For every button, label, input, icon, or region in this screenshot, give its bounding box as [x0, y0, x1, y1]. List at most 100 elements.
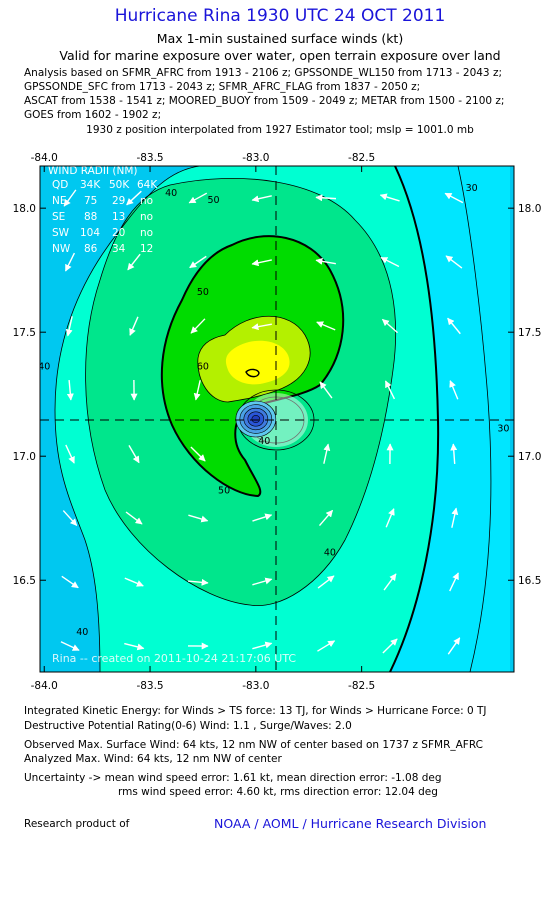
- axis-ticks: -84.0 -84.0 -83.5 -83.5 -83.0 -83.0 -82.5 -82.5…: [13, 152, 542, 692]
- wind-radii-row: NW 86 34 12: [52, 243, 153, 255]
- uncertainty-mean-text: Uncertainty -> mean wind speed error: 1.…: [24, 772, 442, 784]
- contour-line-60-inner: [197, 316, 311, 403]
- analysis-line: GPSSONDE_SFC from 1713 - 2043 z; SFMR_AF…: [24, 81, 421, 93]
- wind-vector: [63, 189, 77, 207]
- contour-label: 60: [197, 361, 209, 372]
- y-tick-label-right: 17.5: [518, 327, 541, 339]
- wind-vector: [449, 380, 459, 400]
- x-tick-label-top: -83.0: [242, 152, 269, 164]
- y-tick-label-right: 18.0: [518, 203, 541, 215]
- wind-vector: [444, 192, 464, 204]
- observed-max-text: Observed Max. Surface Wind: 64 kts, 12 n…: [24, 739, 483, 751]
- wind-radii-cell: 29: [112, 195, 125, 207]
- wind-vector: [60, 641, 80, 651]
- contour-label: 40: [38, 361, 50, 372]
- contour-label: 50: [197, 287, 209, 298]
- wind-vector: [193, 380, 201, 401]
- wind-vector: [318, 509, 334, 527]
- contour-line-50: [85, 178, 397, 607]
- contour-labels: 40 50 40 50 60 40 50 40 40 30 30: [38, 183, 509, 638]
- wind-vector: [124, 642, 145, 651]
- x-tick-label-top: -83.5: [136, 152, 163, 164]
- wind-vector: [125, 511, 143, 525]
- wind-vector: [129, 316, 139, 336]
- wind-radii-row: SW 104 20 no: [52, 227, 153, 239]
- x-tick-label-bottom: -84.0: [31, 680, 58, 692]
- wind-vector: [382, 638, 398, 654]
- y-tick-label-left: 18.0: [13, 203, 36, 215]
- wind-vector: [451, 507, 459, 528]
- analysis-sources: Analysis based on SFMR_AFRC from 1913 - …: [24, 66, 554, 122]
- wind-vector: [128, 444, 140, 464]
- analysis-line: Analysis based on SFMR_AFRC from 1913 - …: [24, 67, 502, 79]
- wind-radii-header-cell: 50K: [109, 179, 130, 191]
- wind-vector: [381, 318, 398, 334]
- wind-vector: [315, 257, 336, 265]
- chart-credit: Rina -- created on 2011-10-24 21:17:06 U…: [52, 652, 296, 665]
- analysis-line: GOES from 1602 - 1902 z;: [24, 109, 162, 121]
- wind-radii-header-cell: 34K: [80, 179, 101, 191]
- wind-vector: [251, 195, 272, 203]
- wind-vector: [127, 253, 141, 271]
- wind-radii-cell: no: [140, 195, 153, 207]
- wind-vector: [383, 573, 397, 591]
- wind-radii-row: NE 75 29 no: [52, 195, 153, 207]
- contour-line-40: [54, 166, 201, 672]
- contour-label: 40: [324, 547, 336, 558]
- wind-radii-cell: SW: [52, 227, 70, 239]
- research-product-text: Research product of: [24, 818, 130, 830]
- wind-vector: [316, 321, 336, 331]
- wind-radii-cell: 88: [84, 211, 97, 223]
- wind-vector: [61, 575, 79, 589]
- subtitle-exposure: Valid for marine exposure over water, op…: [59, 48, 501, 63]
- wind-radii-cell: 86: [84, 243, 98, 255]
- wind-radii-cell: no: [140, 227, 153, 239]
- position-note: 1930 z position interpolated from 1927 E…: [86, 124, 474, 136]
- wind-vector: [252, 513, 273, 522]
- wind-vector: [317, 640, 336, 652]
- wind-vector: [447, 317, 461, 335]
- contour-line-64: [245, 368, 260, 378]
- wind-radii-row: SE 88 13 no: [52, 211, 153, 223]
- analyzed-max-text: Analyzed Max. Wind: 64 kts, 12 nm NW of …: [24, 753, 282, 765]
- wind-radii-cell: 34: [112, 243, 126, 255]
- y-tick-label-left: 17.0: [13, 451, 36, 463]
- wind-vector: [252, 641, 273, 650]
- wind-vector: [379, 193, 400, 202]
- y-tick-label-left: 17.5: [13, 327, 36, 339]
- wind-radii-header-cell: QD: [52, 179, 68, 191]
- wind-radii-table: WIND RADII (NM) QD 34K 50K 64K NE 75 29 …: [48, 165, 158, 255]
- wind-vector: [445, 255, 463, 269]
- analysis-line: ASCAT from 1538 - 1541 z; MOORED_BUOY fr…: [24, 95, 505, 107]
- wind-vector: [62, 510, 78, 526]
- wind-vector: [124, 577, 144, 587]
- wind-vector: [251, 259, 272, 267]
- wind-vector: [449, 572, 459, 592]
- wind-vector: [190, 446, 206, 462]
- wind-field-chart: 40 50 40 50 60 40 50 40 40 30 30 WIND RADII (NM) Q…: [13, 152, 542, 692]
- wind-radii-cell: 20: [112, 227, 125, 239]
- contour-64-fill: [225, 340, 290, 385]
- y-tick-label-left: 16.5: [13, 575, 36, 587]
- contour-label: 50: [207, 195, 219, 206]
- wind-vector: [447, 637, 461, 655]
- y-tick-label-right: 16.5: [518, 575, 541, 587]
- wind-vector: [126, 190, 142, 206]
- contour-label: 30: [497, 423, 509, 434]
- wind-vector: [187, 578, 209, 586]
- wind-vector: [323, 443, 331, 464]
- x-tick-label-top: -84.0: [31, 152, 58, 164]
- wind-vector: [188, 514, 209, 523]
- wind-radii-cell: NW: [52, 243, 71, 255]
- wind-radii-title: WIND RADII (NM): [48, 165, 138, 177]
- wind-vector: [385, 508, 395, 528]
- x-tick-label-bottom: -83.5: [136, 680, 163, 692]
- wind-contours: 40 50 40 50 60 40 50 40 40 30 30: [38, 166, 514, 672]
- noaa-link[interactable]: NOAA / AOML / Hurricane Research Divisio…: [214, 816, 487, 831]
- plot-frame: [39, 165, 515, 673]
- subtitle-max-wind: Max 1-min sustained surface winds (kt): [156, 31, 404, 46]
- wind-vector: [384, 380, 396, 400]
- contour-30-inner-fill: [390, 166, 510, 672]
- wind-vector: [319, 381, 333, 399]
- wind-vector: [189, 255, 207, 269]
